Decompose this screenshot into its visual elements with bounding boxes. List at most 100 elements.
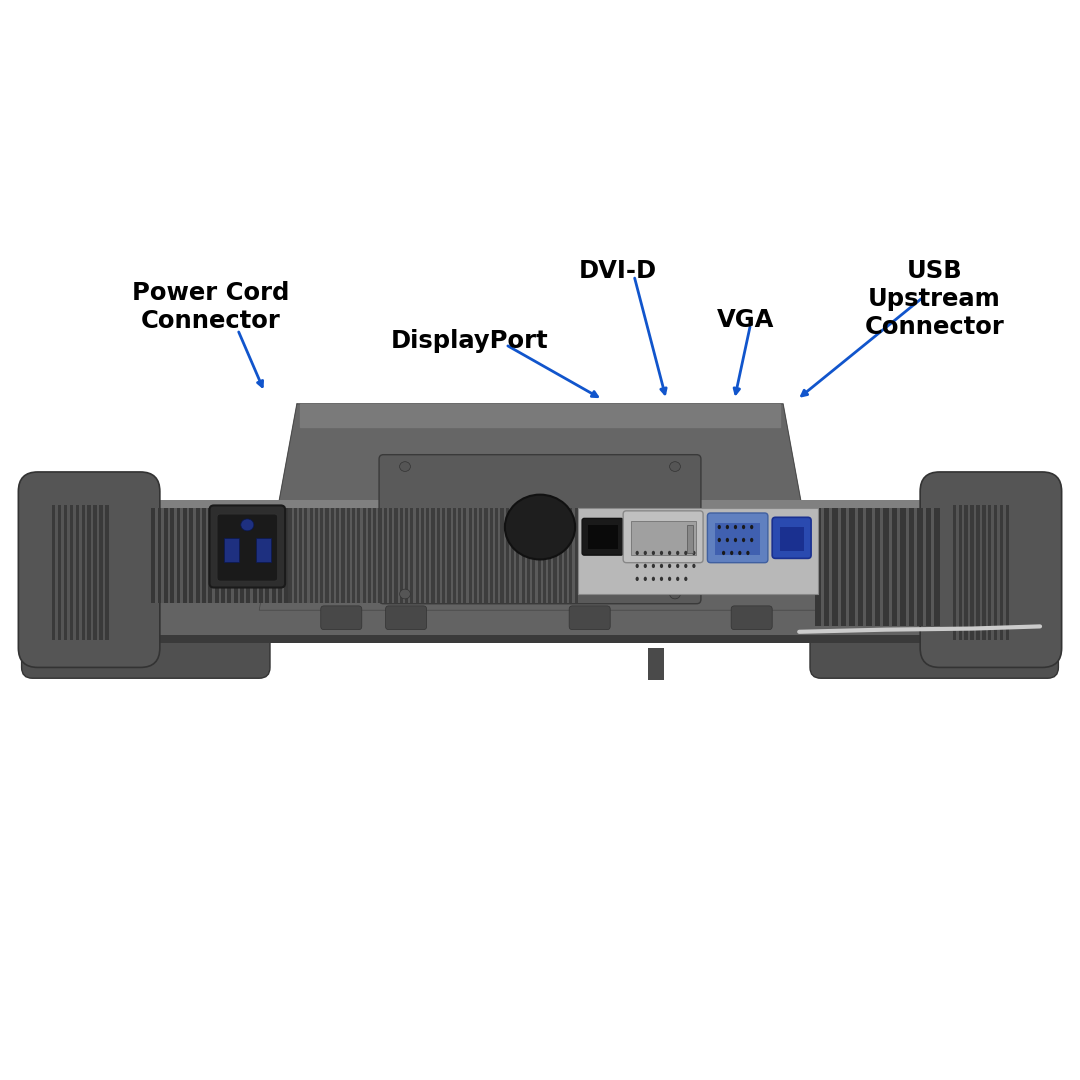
Bar <box>917 508 922 626</box>
Bar <box>648 648 664 680</box>
FancyBboxPatch shape <box>623 511 703 563</box>
Bar <box>183 508 187 603</box>
Bar <box>549 508 551 603</box>
Bar <box>320 508 323 603</box>
Bar <box>480 508 483 603</box>
Bar <box>500 508 503 603</box>
Ellipse shape <box>400 590 410 599</box>
Bar <box>558 508 562 603</box>
Bar <box>294 508 297 603</box>
Bar <box>971 505 974 640</box>
Bar <box>824 508 829 626</box>
Bar <box>352 508 355 603</box>
FancyBboxPatch shape <box>321 606 362 630</box>
Bar <box>215 508 218 603</box>
Bar <box>469 508 472 603</box>
Bar <box>228 508 231 603</box>
FancyBboxPatch shape <box>210 505 285 588</box>
Bar <box>288 508 578 603</box>
Bar <box>233 508 238 603</box>
Bar <box>815 508 940 626</box>
Text: DisplayPort: DisplayPort <box>391 329 549 353</box>
Bar <box>815 508 821 626</box>
Bar <box>284 508 288 603</box>
Bar <box>553 508 556 603</box>
Bar <box>171 508 174 603</box>
Bar <box>569 508 572 603</box>
Bar <box>99 505 103 640</box>
Ellipse shape <box>685 577 687 581</box>
Bar <box>347 508 350 603</box>
Bar <box>458 508 461 603</box>
FancyBboxPatch shape <box>22 600 270 678</box>
Bar <box>687 525 693 553</box>
Bar <box>240 508 244 603</box>
Bar <box>578 508 818 594</box>
Bar <box>256 538 271 562</box>
Ellipse shape <box>676 564 679 568</box>
Bar <box>453 508 456 603</box>
Bar <box>994 505 998 640</box>
Ellipse shape <box>692 564 696 568</box>
Polygon shape <box>259 404 821 610</box>
FancyBboxPatch shape <box>379 455 701 604</box>
Ellipse shape <box>660 577 663 581</box>
Ellipse shape <box>730 551 733 555</box>
Bar <box>315 508 318 603</box>
Ellipse shape <box>652 551 654 555</box>
Ellipse shape <box>751 538 754 542</box>
Bar <box>82 505 84 640</box>
FancyBboxPatch shape <box>920 472 1062 667</box>
Ellipse shape <box>676 577 679 581</box>
Text: DVI-D: DVI-D <box>579 259 657 283</box>
Bar <box>202 508 206 603</box>
Ellipse shape <box>652 564 654 568</box>
Bar <box>208 508 212 603</box>
Bar <box>272 508 275 603</box>
Bar <box>40 500 1040 509</box>
Bar <box>543 508 546 603</box>
Bar <box>357 508 361 603</box>
Bar <box>299 508 302 603</box>
Bar <box>279 508 282 603</box>
Bar <box>527 508 530 603</box>
Ellipse shape <box>742 538 745 542</box>
Text: USB
Upstream
Connector: USB Upstream Connector <box>864 259 1004 339</box>
FancyBboxPatch shape <box>582 518 623 555</box>
Bar <box>875 508 880 626</box>
Bar <box>474 508 477 603</box>
Bar <box>325 508 328 603</box>
FancyBboxPatch shape <box>707 513 768 563</box>
Ellipse shape <box>644 564 647 568</box>
Bar <box>400 508 403 603</box>
Bar <box>164 508 167 603</box>
Bar <box>983 505 986 640</box>
Ellipse shape <box>751 525 754 529</box>
Ellipse shape <box>635 564 638 568</box>
Ellipse shape <box>726 538 729 542</box>
Bar <box>195 508 200 603</box>
Bar <box>288 508 292 603</box>
FancyBboxPatch shape <box>217 514 278 581</box>
Bar <box>266 508 269 603</box>
Bar <box>363 508 366 603</box>
Bar <box>106 505 108 640</box>
Bar <box>151 508 156 603</box>
Bar <box>330 508 334 603</box>
Bar <box>87 505 91 640</box>
Text: Power Cord
Connector: Power Cord Connector <box>132 281 289 333</box>
Bar <box>532 508 536 603</box>
Bar <box>926 508 931 626</box>
Bar <box>522 508 525 603</box>
Bar <box>538 508 541 603</box>
Ellipse shape <box>644 551 647 555</box>
Ellipse shape <box>685 564 687 568</box>
Bar <box>976 505 980 640</box>
Bar <box>900 508 906 626</box>
Ellipse shape <box>635 551 638 555</box>
Ellipse shape <box>685 551 687 555</box>
Bar <box>378 508 381 603</box>
Ellipse shape <box>400 461 410 471</box>
Ellipse shape <box>670 461 680 471</box>
Bar <box>151 508 288 603</box>
